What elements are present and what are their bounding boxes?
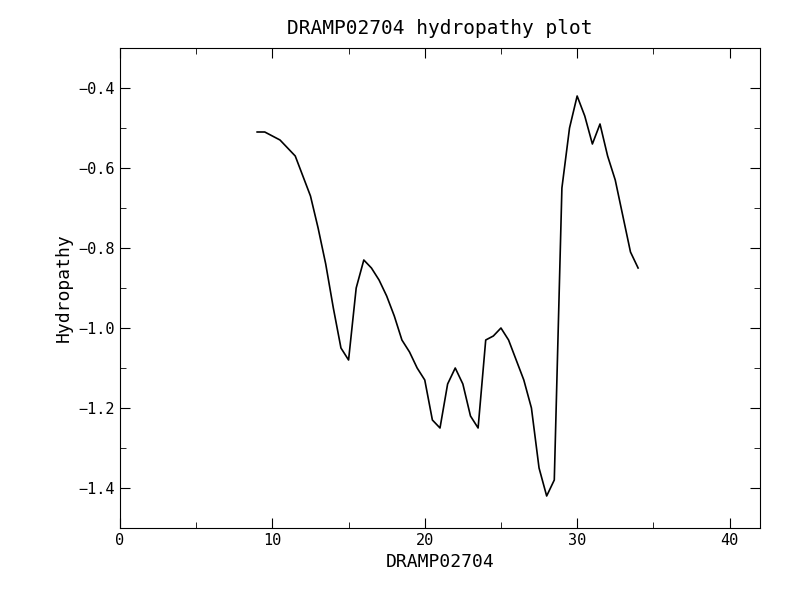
Title: DRAMP02704 hydropathy plot: DRAMP02704 hydropathy plot bbox=[287, 19, 593, 38]
X-axis label: DRAMP02704: DRAMP02704 bbox=[386, 553, 494, 571]
Y-axis label: Hydropathy: Hydropathy bbox=[55, 233, 73, 343]
